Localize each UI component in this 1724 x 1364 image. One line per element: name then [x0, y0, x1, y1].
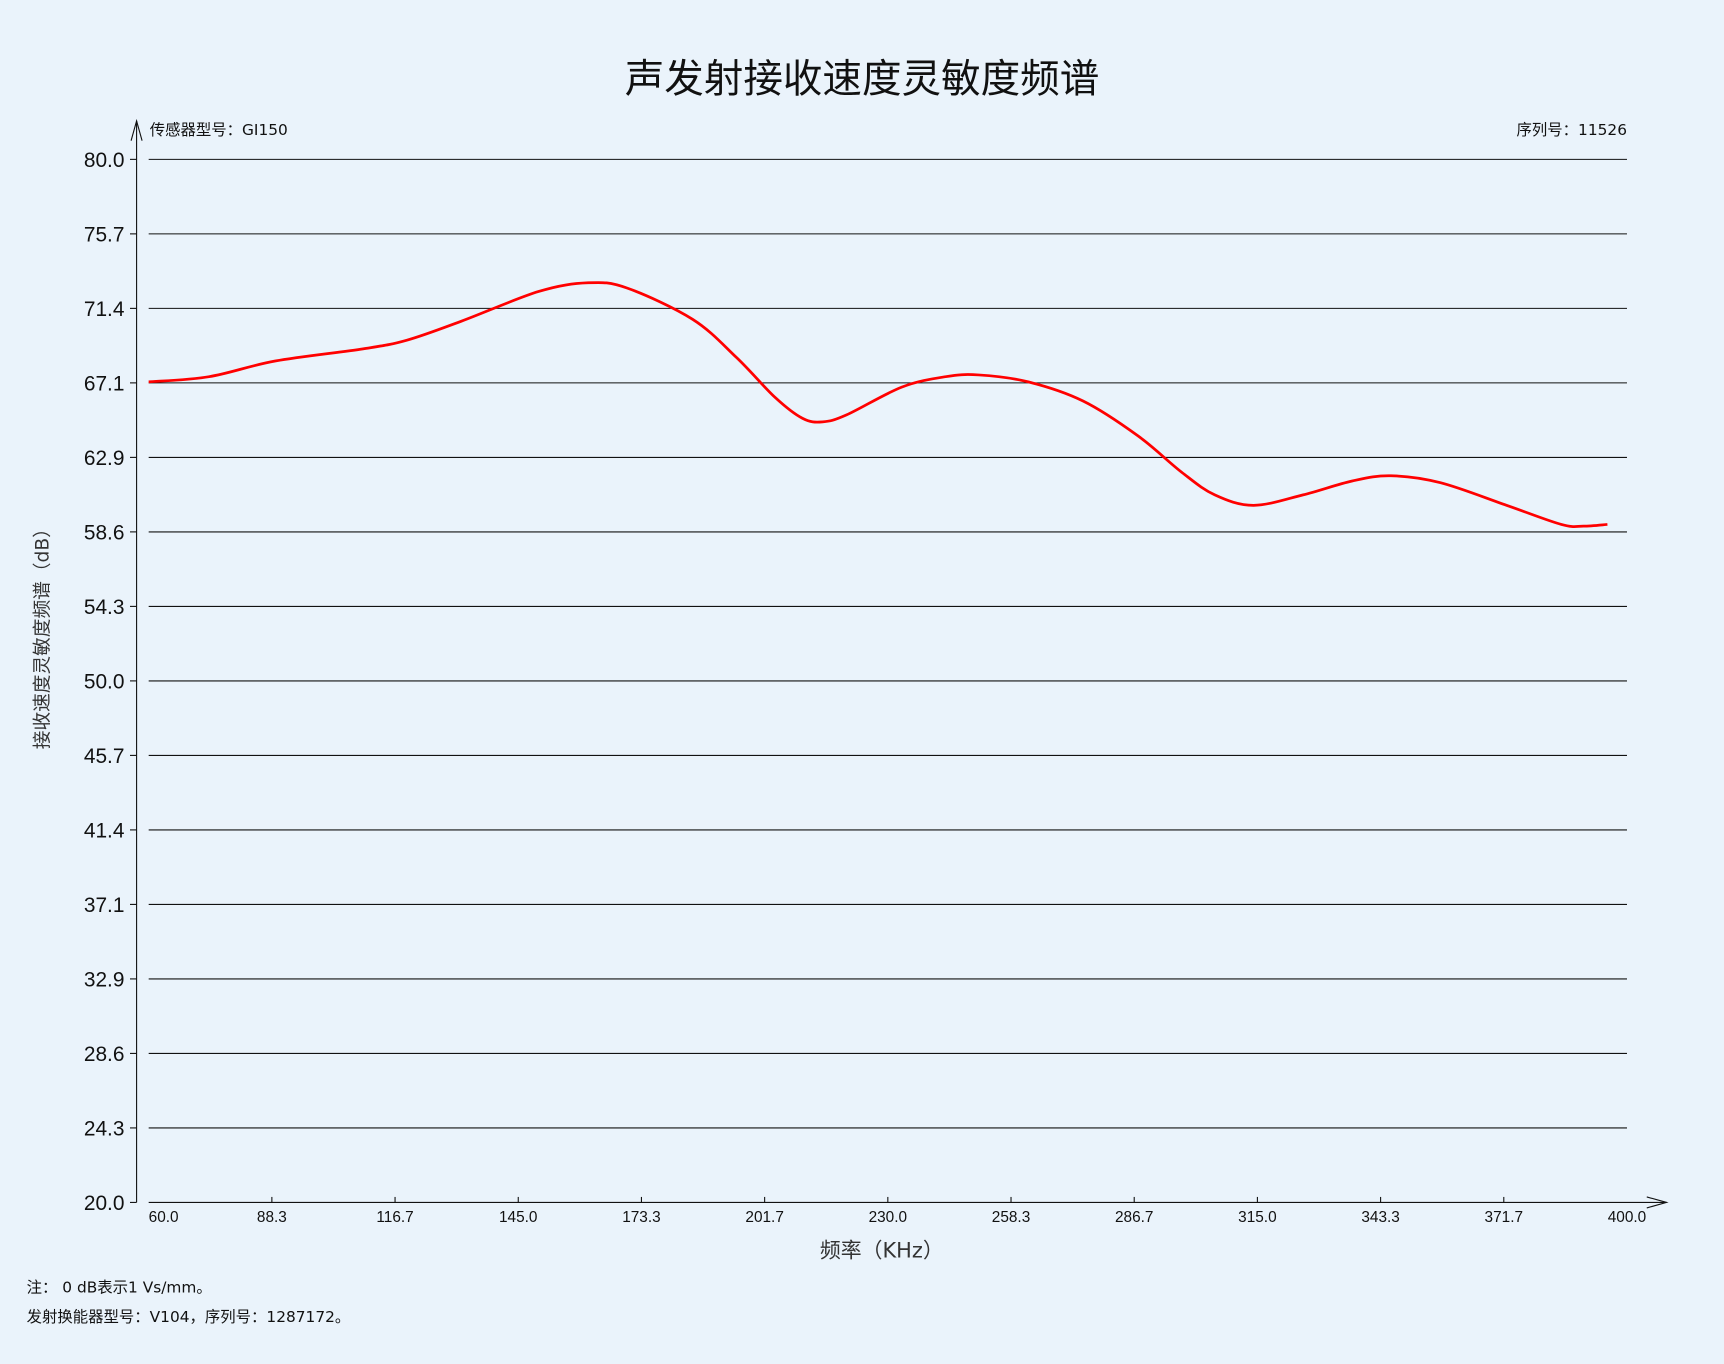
y-tick-label: 28.6 [84, 1043, 125, 1066]
sensor-model-label: 传感器型号：GI150 [150, 121, 288, 139]
gridlines [148, 158, 1627, 1129]
x-tick-label: 88.3 [257, 1209, 287, 1226]
y-tick-label: 45.7 [84, 745, 125, 768]
y-tick-label: 75.7 [84, 224, 125, 247]
y-tick-label: 20.0 [84, 1192, 125, 1215]
y-axis-label: 接收速度灵敏度频谱（dB） [33, 519, 54, 749]
y-tick-label: 37.1 [84, 894, 125, 917]
y-tick-label: 62.9 [84, 447, 125, 470]
y-tick-label: 32.9 [84, 969, 125, 992]
x-tick-label: 60.0 [149, 1209, 179, 1226]
x-axis-arrow-icon [1646, 1196, 1669, 1209]
x-tick-label: 400.0 [1608, 1209, 1646, 1226]
x-tick-label: 145.0 [499, 1209, 537, 1226]
x-tick-label: 201.7 [745, 1209, 783, 1226]
x-tick-label: 371.7 [1485, 1209, 1523, 1226]
serial-number-label: 序列号：11526 [1517, 121, 1627, 139]
note-line-1: 注： 0 dB表示1 Vs/mm。 [27, 1279, 212, 1297]
y-tick-label: 24.3 [84, 1118, 125, 1141]
x-tick-label: 315.0 [1238, 1209, 1276, 1226]
x-tick-label: 116.7 [376, 1209, 413, 1226]
x-tick-label: 173.3 [622, 1209, 660, 1226]
y-axis-arrow-icon [130, 118, 143, 141]
y-axis-ticks: 80.0 75.7 71.4 67.1 62.9 58.6 54.3 50.0 45.7 41.4… [84, 149, 137, 1215]
y-tick-label: 50.0 [84, 671, 125, 694]
x-tick-label: 258.3 [992, 1209, 1030, 1226]
y-tick-label: 80.0 [84, 149, 125, 172]
y-tick-label: 71.4 [84, 298, 125, 321]
y-tick-label: 67.1 [84, 373, 125, 396]
x-tick-label: 343.3 [1361, 1209, 1399, 1226]
y-tick-label: 58.6 [84, 522, 125, 545]
x-axis-label: 频率（KHz） [820, 1238, 944, 1262]
y-tick-label: 41.4 [84, 820, 125, 843]
x-tick-label: 230.0 [869, 1209, 907, 1226]
note-line-2: 发射换能器型号：V104，序列号：1287172。 [27, 1308, 351, 1326]
x-axis-ticks: 60.0 88.3 116.7 145.0 173.3 201.7 230.0 258.3 28… [149, 1196, 1646, 1226]
y-tick-label: 54.3 [84, 596, 125, 619]
series-line-sensitivity [148, 281, 1608, 528]
x-tick-label: 286.7 [1115, 1209, 1153, 1226]
chart-title: 声发射接收速度灵敏度频谱 [625, 56, 1100, 102]
